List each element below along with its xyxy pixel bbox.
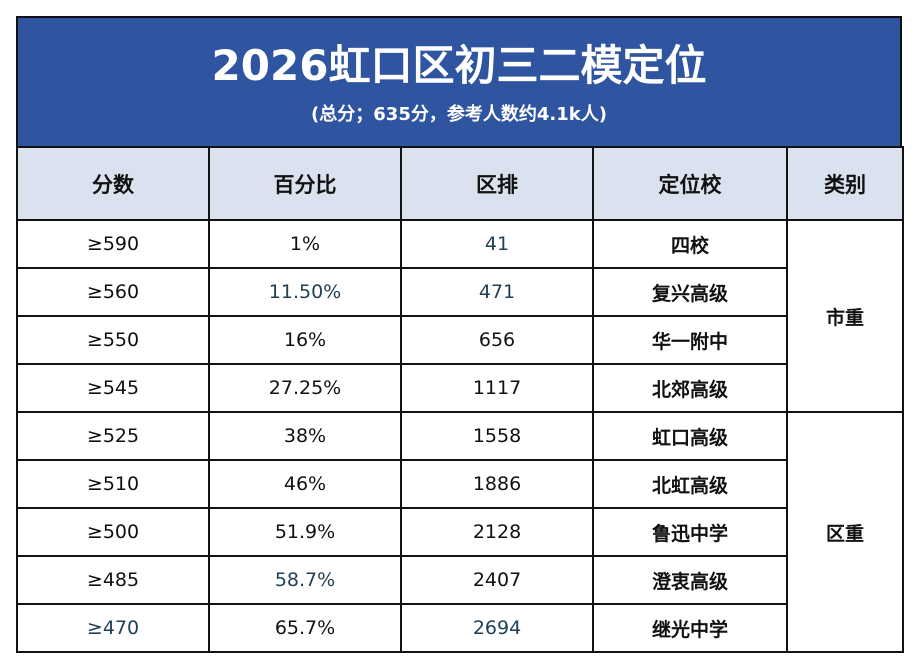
table-row: ≥560 11.50% 471 复兴高级 bbox=[16, 267, 903, 317]
cell-category: 市重 bbox=[786, 219, 904, 413]
table-row: ≥545 27.25% 1117 北郊高级 bbox=[16, 363, 903, 413]
cell-score: ≥550 bbox=[16, 315, 210, 365]
cell-percent: 27.25% bbox=[208, 363, 402, 413]
cell-rank: 41 bbox=[400, 219, 594, 269]
title-band: 2026虹口区初三二模定位 (总分；635分，参考人数约4.1k人) bbox=[16, 16, 902, 146]
cell-score: ≥560 bbox=[16, 267, 210, 317]
header-school: 定位校 bbox=[592, 146, 788, 221]
cell-rank: 2694 bbox=[400, 603, 594, 653]
table-row: ≥510 46% 1886 北虹高级 bbox=[16, 459, 903, 509]
cell-category: 区重 bbox=[786, 411, 904, 653]
cell-school: 复兴高级 bbox=[592, 267, 788, 317]
cell-score: ≥470 bbox=[16, 603, 210, 653]
cell-rank: 471 bbox=[400, 267, 594, 317]
header-row: 分数 百分比 区排 定位校 类别 bbox=[16, 146, 904, 221]
cell-percent: 51.9% bbox=[208, 507, 402, 557]
table-row: ≥485 58.7% 2407 澄衷高级 bbox=[16, 555, 903, 605]
cell-rank: 2128 bbox=[400, 507, 594, 557]
table-row: ≥525 38% 1558 虹口高级 区重 bbox=[16, 411, 904, 653]
cell-percent: 1% bbox=[208, 219, 402, 269]
table-row: ≥500 51.9% 2128 鲁迅中学 bbox=[16, 507, 903, 557]
positioning-table: 分数 百分比 区排 定位校 类别 ≥590 1% 41 四校 市重 ≥560 11.50% 4… bbox=[16, 146, 904, 653]
cell-school: 澄衷高级 bbox=[592, 555, 788, 605]
cell-school: 北郊高级 bbox=[592, 363, 788, 413]
page-subtitle: (总分；635分，参考人数约4.1k人) bbox=[311, 104, 607, 125]
cell-school: 鲁迅中学 bbox=[592, 507, 788, 557]
cell-score: ≥525 bbox=[16, 411, 210, 461]
cell-school: 四校 bbox=[592, 219, 788, 269]
cell-rank: 1558 bbox=[400, 411, 594, 461]
cell-percent: 65.7% bbox=[208, 603, 402, 653]
positioning-table-container: 2026虹口区初三二模定位 (总分；635分，参考人数约4.1k人) 分数 百分… bbox=[16, 16, 904, 653]
cell-school: 华一附中 bbox=[592, 315, 788, 365]
table-row: ≥470 65.7% 2694 继光中学 bbox=[16, 603, 903, 653]
cell-school: 继光中学 bbox=[592, 603, 788, 653]
cell-rank: 1117 bbox=[400, 363, 594, 413]
cell-percent: 38% bbox=[208, 411, 402, 461]
cell-percent: 58.7% bbox=[208, 555, 402, 605]
header-category: 类别 bbox=[786, 146, 904, 221]
cell-score: ≥545 bbox=[16, 363, 210, 413]
cell-score: ≥590 bbox=[16, 219, 210, 269]
cell-rank: 1886 bbox=[400, 459, 594, 509]
table-row: ≥550 16% 656 华一附中 bbox=[16, 315, 903, 365]
cell-rank: 656 bbox=[400, 315, 594, 365]
cell-school: 虹口高级 bbox=[592, 411, 788, 461]
cell-rank: 2407 bbox=[400, 555, 594, 605]
header-rank: 区排 bbox=[400, 146, 594, 221]
cell-score: ≥500 bbox=[16, 507, 210, 557]
header-score: 分数 bbox=[16, 146, 210, 221]
header-percent: 百分比 bbox=[208, 146, 402, 221]
page-title: 2026虹口区初三二模定位 bbox=[211, 41, 707, 90]
cell-score: ≥510 bbox=[16, 459, 210, 509]
table-row: ≥590 1% 41 四校 市重 bbox=[16, 219, 904, 413]
cell-percent: 46% bbox=[208, 459, 402, 509]
cell-percent: 16% bbox=[208, 315, 402, 365]
cell-school: 北虹高级 bbox=[592, 459, 788, 509]
cell-percent: 11.50% bbox=[208, 267, 402, 317]
cell-score: ≥485 bbox=[16, 555, 210, 605]
